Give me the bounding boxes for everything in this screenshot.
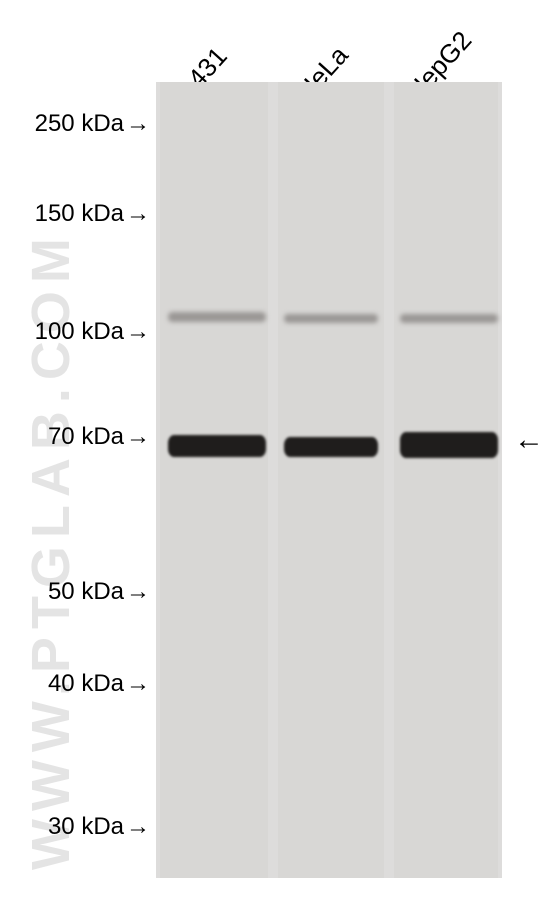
ladder-50: 50 kDa→: [0, 578, 150, 606]
ladder-40: 40 kDa→: [0, 670, 150, 698]
ladder-250: 250 kDa→: [0, 110, 150, 138]
arrow-icon: →: [126, 110, 150, 137]
band-faint-lane0: [168, 312, 266, 322]
arrow-icon: →: [126, 670, 150, 697]
ladder-label: 30 kDa: [48, 813, 124, 840]
ladder-label: 50 kDa: [48, 578, 124, 605]
ladder-label: 100 kDa: [35, 318, 124, 345]
arrow-icon: →: [126, 200, 150, 227]
band-main-lane2: [400, 432, 498, 458]
ladder-label: 40 kDa: [48, 670, 124, 697]
band-faint-lane1: [284, 314, 378, 323]
arrow-icon: →: [126, 813, 150, 840]
lane-strip: [498, 82, 502, 878]
band-faint-lane2: [400, 314, 498, 323]
westernblot-figure: WWW.PTGLAB.COM A431 HeLa HepG2 250 kDa→ …: [0, 0, 560, 903]
lane-strip: [384, 82, 394, 878]
band-main-lane0: [168, 435, 266, 457]
arrow-icon: →: [126, 318, 150, 345]
ladder-70: 70 kDa→: [0, 423, 150, 451]
indicator-arrow-icon: ←: [514, 425, 544, 455]
blot-membrane: [156, 82, 502, 878]
lane-strip: [156, 82, 160, 878]
ladder-150: 150 kDa→: [0, 200, 150, 228]
band-main-lane1: [284, 437, 378, 457]
ladder-label: 250 kDa: [35, 110, 124, 137]
ladder-100: 100 kDa→: [0, 318, 150, 346]
arrow-icon: →: [126, 423, 150, 450]
ladder-label: 70 kDa: [48, 423, 124, 450]
lane-strip: [268, 82, 278, 878]
ladder-30: 30 kDa→: [0, 813, 150, 841]
ladder-label: 150 kDa: [35, 200, 124, 227]
arrow-icon: →: [126, 578, 150, 605]
